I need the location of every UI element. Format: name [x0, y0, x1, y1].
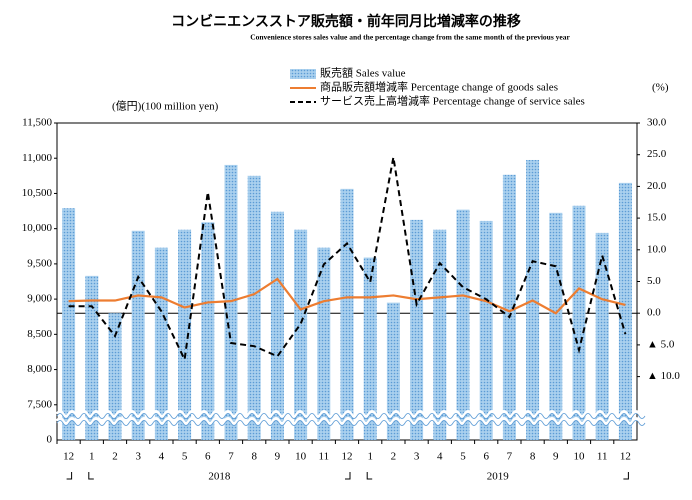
bar	[317, 247, 331, 440]
x-tick-label: 3	[135, 451, 141, 463]
x-tick-label: 10	[295, 451, 307, 463]
x-tick-label: 4	[437, 451, 443, 463]
y-tick-label: 8,000	[27, 363, 52, 375]
bar	[363, 257, 377, 440]
y-tick-label: 8,500	[27, 328, 52, 340]
axis-break	[55, 417, 647, 425]
line	[68, 277, 626, 315]
bar	[201, 222, 215, 440]
bar	[595, 232, 609, 440]
x-tick-label: 1	[367, 451, 373, 463]
x-tick-label: 2	[112, 451, 118, 463]
bar	[270, 211, 284, 440]
x-tick-label: 8	[251, 451, 257, 463]
y-tick-label: 10,000	[22, 222, 53, 234]
axis-break	[55, 410, 647, 418]
bar	[178, 229, 192, 440]
legend-swatch	[290, 69, 316, 79]
year-bracket	[366, 472, 373, 480]
axis-break-edge	[56, 420, 646, 426]
y2-tick-label: 15.0	[647, 212, 667, 224]
x-tick-label: 9	[275, 451, 281, 463]
x-tick-label: 1	[89, 451, 95, 463]
x-tick-label: 2	[391, 451, 397, 463]
x-tick-label: 8	[530, 451, 536, 463]
dashed-line	[68, 157, 627, 363]
y2-tick-label: 5.0	[647, 275, 661, 287]
y2-tick-label: 30.0	[647, 117, 667, 129]
x-tick-label: 12	[620, 451, 631, 463]
bar	[410, 219, 424, 440]
bar	[154, 247, 168, 440]
y2-tick-label: 25.0	[647, 148, 667, 160]
x-tick-label: 3	[414, 451, 420, 463]
y-tick-label: 11,000	[22, 152, 52, 164]
bar	[618, 182, 632, 440]
bar	[108, 313, 122, 440]
x-tick-label: 10	[574, 451, 586, 463]
x-tick-label: 11	[597, 451, 608, 463]
y2-tick-label: ▲ 5.0	[647, 338, 675, 350]
chart-subtitle: Convenience stores sales value and the p…	[250, 33, 570, 42]
year-bracket	[345, 472, 351, 480]
x-tick-label: 7	[228, 451, 234, 463]
axis-break-edge	[56, 413, 646, 419]
bar	[224, 164, 238, 441]
bar	[294, 229, 308, 440]
x-tick-label: 11	[319, 451, 330, 463]
year-label: 2018	[208, 471, 231, 483]
bar	[572, 205, 586, 440]
bar	[131, 230, 145, 440]
bar	[386, 302, 400, 440]
y-break-label: 0	[47, 434, 53, 446]
bar	[340, 188, 354, 440]
legend-label: 販売額 Sales value	[320, 67, 406, 80]
bar	[85, 275, 99, 440]
bar	[502, 174, 516, 440]
year-bracket	[66, 472, 73, 480]
x-tick-label: 4	[159, 451, 165, 463]
chart-title: コンビニエンスストア販売額・前年同月比増減率の推移	[171, 13, 521, 30]
x-tick-label: 5	[182, 451, 188, 463]
legend-label: サービス売上高増減率 Percentage change of service …	[320, 94, 585, 108]
bar	[62, 208, 76, 440]
y2-tick-label: ▲ 10.0	[647, 370, 680, 382]
y-tick-label: 7,500	[27, 398, 52, 410]
year-bracket	[88, 472, 94, 480]
y2-tick-label: 10.0	[647, 243, 667, 255]
bar	[456, 209, 470, 440]
legend-label: 商品販売額増減率 Percentage change of goods sale…	[320, 80, 558, 94]
y-tick-label: 9,500	[27, 257, 52, 269]
y2-axis-label: (%)	[652, 82, 669, 94]
x-tick-label: 12	[342, 451, 353, 463]
x-tick-label: 9	[553, 451, 559, 463]
x-tick-label: 6	[483, 451, 489, 463]
year-bracket	[623, 472, 629, 480]
bar	[433, 229, 447, 440]
y-tick-label: 10,500	[22, 187, 53, 199]
bar	[479, 220, 493, 440]
bar	[247, 175, 261, 441]
year-label: 2019	[487, 471, 510, 483]
y-tick-label: 11,500	[22, 117, 52, 129]
x-tick-label: 7	[507, 451, 513, 463]
x-tick-label: 5	[460, 451, 466, 463]
x-tick-label: 12	[63, 451, 74, 463]
x-tick-label: 6	[205, 451, 211, 463]
y2-tick-label: 0.0	[647, 307, 661, 319]
bar	[549, 212, 563, 440]
y2-tick-label: 20.0	[647, 180, 667, 192]
y-tick-label: 9,000	[27, 293, 52, 305]
y-axis-label: (億円)(100 million yen)	[112, 100, 219, 113]
